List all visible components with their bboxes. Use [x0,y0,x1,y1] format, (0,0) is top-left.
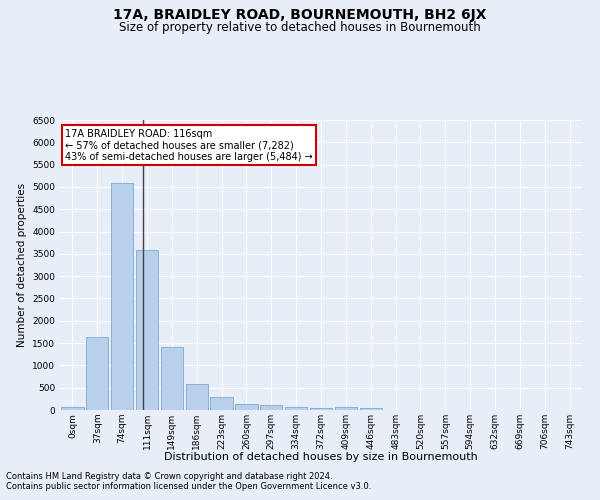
Text: Size of property relative to detached houses in Bournemouth: Size of property relative to detached ho… [119,21,481,34]
Text: Contains HM Land Registry data © Crown copyright and database right 2024.: Contains HM Land Registry data © Crown c… [6,472,332,481]
Bar [61,406,83,410]
Bar [211,396,233,410]
Bar [260,405,283,410]
Bar [111,183,133,410]
Bar [235,404,257,410]
Bar [86,338,109,410]
Bar [161,347,183,410]
Bar [136,250,158,410]
Bar [285,406,307,410]
Text: Distribution of detached houses by size in Bournemouth: Distribution of detached houses by size … [164,452,478,462]
Bar [359,408,382,410]
Text: 17A BRAIDLEY ROAD: 116sqm
← 57% of detached houses are smaller (7,282)
43% of se: 17A BRAIDLEY ROAD: 116sqm ← 57% of detac… [65,128,313,162]
Text: Contains public sector information licensed under the Open Government Licence v3: Contains public sector information licen… [6,482,371,491]
Bar [185,384,208,410]
Text: 17A, BRAIDLEY ROAD, BOURNEMOUTH, BH2 6JX: 17A, BRAIDLEY ROAD, BOURNEMOUTH, BH2 6JX [113,8,487,22]
Bar [335,408,357,410]
Y-axis label: Number of detached properties: Number of detached properties [17,183,26,347]
Bar [310,408,332,410]
